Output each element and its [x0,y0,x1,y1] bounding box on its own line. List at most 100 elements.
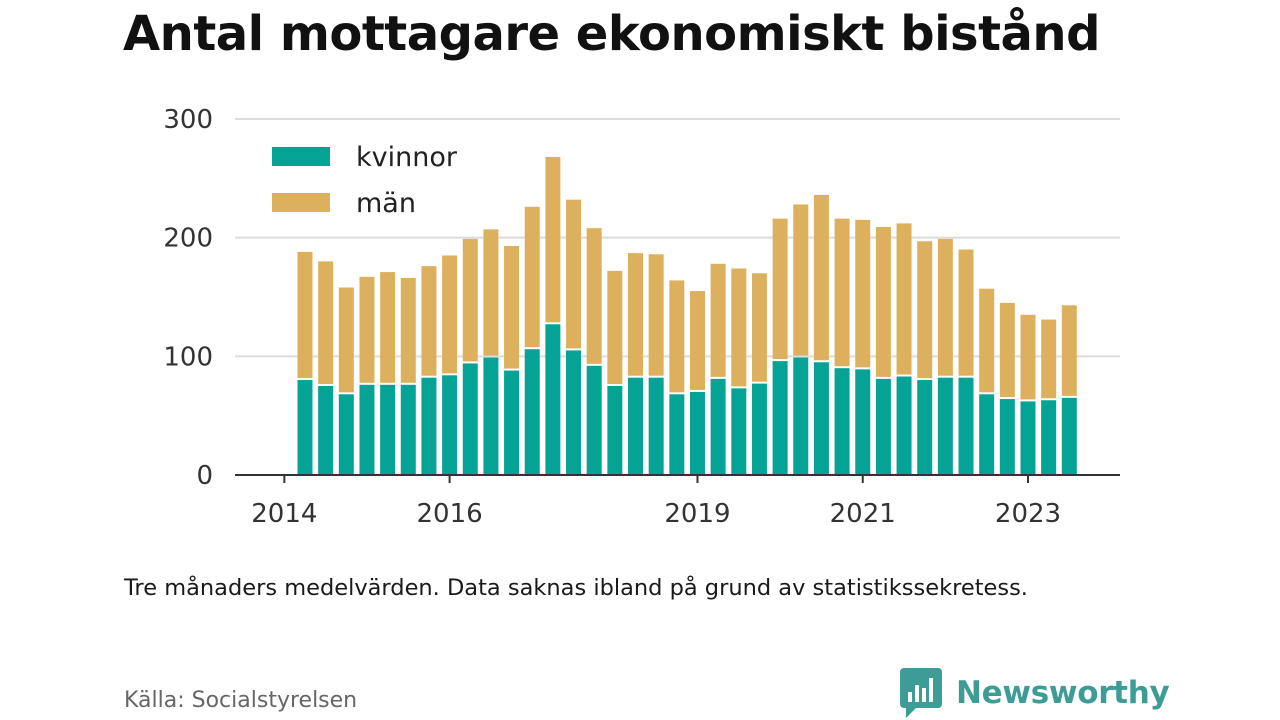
bar-stack [318,261,334,475]
bar-stack [772,218,788,475]
x-tick-label: 2019 [664,499,730,529]
legend-swatch-kvinnor [272,147,330,166]
bar-kvinnor [400,384,416,475]
bar-stack [504,245,520,475]
bar-stack [834,218,850,475]
newsworthy-logo-icon [900,668,942,718]
bar-kvinnor [710,378,726,475]
bar-stack [751,273,767,475]
bar-kvinnor [731,388,747,475]
bar-kvinnor [875,378,891,475]
bar-man [958,249,974,376]
bar-man [524,206,540,348]
bar-man [545,156,561,323]
bar-kvinnor [772,361,788,475]
legend-swatch-man [272,193,330,212]
bar-kvinnor [855,369,871,475]
bar-kvinnor [1020,401,1036,475]
bar-man [669,280,685,393]
bar-stack [545,156,561,475]
bar-kvinnor [648,377,664,475]
bar-stack [669,280,685,475]
source-note: Källa: Socialstyrelsen [124,688,358,713]
bar-man [937,238,953,376]
bar-kvinnor [689,391,705,475]
bar-kvinnor [442,375,458,475]
x-tick-label: 2021 [830,499,896,529]
bar-stack [979,288,995,475]
chart-title: Antal mottagare ekonomiskt bistånd [123,6,1100,62]
bar-stack [855,219,871,475]
bar-kvinnor [421,377,437,475]
bar-kvinnor [628,377,644,475]
y-tick-label: 200 [163,224,213,254]
legend: kvinnor män [272,142,458,219]
bar-stack [917,241,933,475]
bar-kvinnor [524,349,540,475]
bar-man [731,268,747,387]
x-axis-ticks: 2014 2016 2019 2021 2023 [251,475,1061,529]
bar-man [875,226,891,377]
bar-stack [607,270,623,475]
bar-kvinnor [462,363,478,475]
bar-man [359,276,375,383]
bar-stack [731,268,747,475]
bar-stack [359,276,375,475]
bar-man [751,273,767,382]
bar-kvinnor [813,362,829,475]
bar-man [297,251,313,379]
bar-stack [710,263,726,475]
bar-kvinnor [669,394,685,475]
bar-kvinnor [338,394,354,475]
bar-man [566,199,582,349]
bar-man [896,223,912,375]
bar-kvinnor [359,384,375,475]
bar-kvinnor [1061,397,1077,475]
bar-kvinnor [834,368,850,475]
bar-man [648,254,664,376]
x-tick-label: 2014 [251,499,317,529]
bar-man [421,266,437,376]
bar-stack [628,253,644,475]
bar-kvinnor [979,394,995,475]
stacked-bar-chart: 0 100 200 300 2014 2016 2019 2021 2023 kvinnor … [163,105,1120,529]
bar-stack [338,287,354,475]
bar-stack [875,226,891,475]
bar-kvinnor [380,384,396,475]
bar-man [380,272,396,383]
bar-stack [1061,305,1077,475]
bar-stack [442,255,458,475]
bar-man [462,238,478,362]
newsworthy-logo[interactable]: Newsworthy [900,668,1170,718]
bar-man [628,253,644,376]
bar-stack [462,238,478,475]
bar-kvinnor [896,376,912,475]
bar-stack [813,194,829,475]
bar-man [917,241,933,379]
bar-stack [689,291,705,475]
bar-stack [958,249,974,475]
bar-man [689,291,705,390]
bar-kvinnor [504,370,520,475]
x-tick-label: 2023 [995,499,1061,529]
bar-kvinnor [793,357,809,475]
bar-man [483,229,499,356]
bar-stack [648,254,664,475]
bar-kvinnor [751,383,767,475]
bar-kvinnor [545,324,561,475]
bar-man [504,245,520,369]
bar-man [442,255,458,374]
bar-man [338,287,354,393]
bar-stack [380,272,396,475]
bar-man [710,263,726,377]
bars [297,156,1077,475]
legend-label-kvinnor: kvinnor [356,142,458,173]
bar-kvinnor [483,357,499,475]
bar-stack [1041,319,1057,475]
bar-kvinnor [318,386,334,475]
legend-label-man: män [356,188,416,219]
bar-man [607,270,623,384]
bar-kvinnor [586,365,602,475]
bar-kvinnor [958,377,974,475]
bar-kvinnor [999,399,1015,475]
